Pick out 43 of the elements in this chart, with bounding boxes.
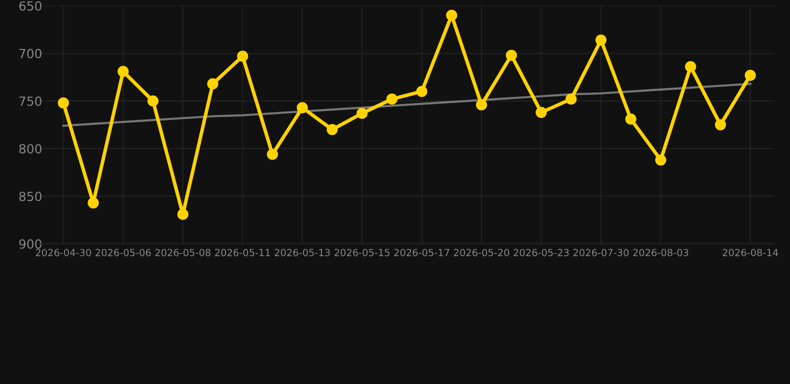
point	[88, 197, 99, 208]
x-tick-label: 2026-05-06	[96, 248, 151, 256]
point	[326, 124, 338, 136]
x-tick-label: 2026-05-15	[334, 248, 390, 256]
y-tick-label: 800	[19, 144, 42, 154]
x-tick-label: 2026-08-03	[633, 248, 688, 256]
point	[118, 66, 129, 78]
point	[595, 34, 607, 46]
point	[207, 78, 218, 90]
x-tick-label: 2026-05-23	[514, 248, 569, 256]
point	[566, 94, 577, 105]
point	[177, 208, 188, 220]
point	[476, 99, 488, 110]
line-series	[62, 82, 752, 127]
point	[506, 50, 517, 61]
point	[655, 154, 666, 166]
point	[536, 106, 547, 118]
point	[237, 50, 248, 62]
point	[714, 119, 726, 130]
x-tick-label: 2026-07-30	[573, 248, 629, 256]
x-tick-label: 2026-05-17	[394, 248, 450, 256]
point	[744, 70, 756, 81]
point	[446, 10, 458, 21]
y-tick-label: 900	[19, 239, 42, 249]
point	[58, 97, 69, 108]
x-tick-label: 2026-08-14	[722, 248, 778, 256]
point	[685, 61, 696, 72]
point	[266, 148, 278, 160]
x-tick-label: 2026-05-08	[155, 248, 210, 256]
x-tick-label: 2026-05-13	[274, 248, 330, 256]
x-tick-label: 2026-05-20	[454, 248, 510, 256]
x-tick-label: 2026-04-30	[36, 248, 91, 256]
y-tick-label: 650	[19, 1, 42, 11]
point	[386, 94, 398, 105]
point	[356, 108, 368, 119]
y-tick-label: 850	[19, 192, 42, 202]
y-tick-label: 750	[19, 96, 42, 106]
point	[416, 86, 428, 98]
x-tick-label: 2026-05-11	[215, 248, 270, 256]
y-tick-label: 700	[19, 48, 42, 58]
point	[296, 102, 308, 114]
point	[625, 114, 636, 125]
point	[147, 95, 159, 107]
